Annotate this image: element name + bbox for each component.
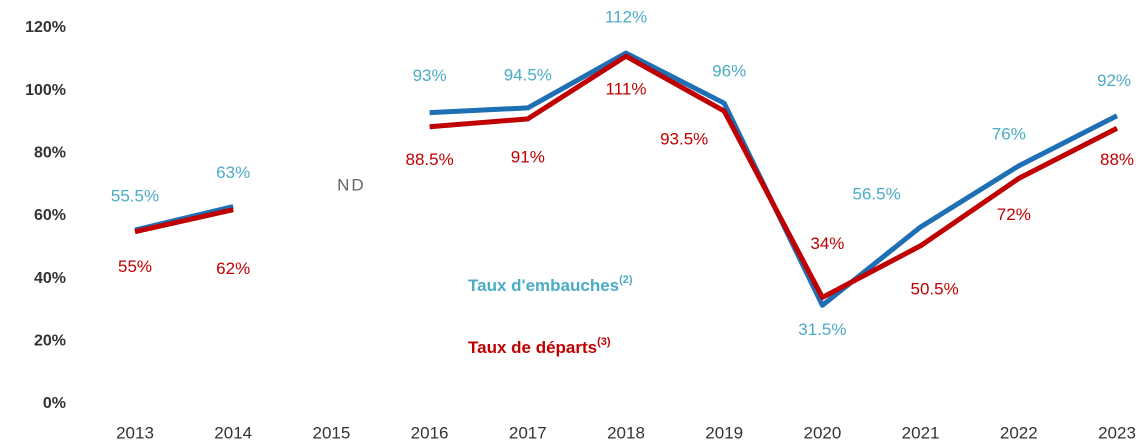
- y-tick-label: 60%: [34, 207, 66, 224]
- x-tick-label: 2022: [1000, 423, 1038, 442]
- y-tick-label: 120%: [25, 19, 66, 36]
- data-label: 55.5%: [111, 187, 159, 206]
- x-tick-label: 2021: [902, 423, 940, 442]
- y-tick-label: 0%: [43, 395, 66, 412]
- data-label: 88%: [1100, 150, 1134, 169]
- data-label: 93%: [413, 66, 447, 85]
- legend-label: Taux d'embauches(2): [468, 274, 633, 296]
- legend-name: Taux de départs: [468, 338, 597, 357]
- x-tick-label: 2014: [214, 423, 252, 442]
- data-label: 34%: [810, 234, 844, 253]
- data-label: 93.5%: [660, 130, 708, 149]
- x-tick-label: 2013: [116, 423, 154, 442]
- data-label: 62%: [216, 259, 250, 278]
- data-label: 31.5%: [798, 320, 846, 339]
- x-tick-label: 2016: [411, 423, 449, 442]
- line: [134, 207, 234, 235]
- data-label: 55%: [118, 257, 152, 276]
- data-label: 94.5%: [504, 65, 552, 84]
- y-tick-label: 40%: [34, 270, 66, 287]
- x-tick-label: 2018: [607, 423, 645, 442]
- line: [429, 53, 1119, 300]
- data-label: 50.5%: [910, 279, 958, 298]
- y-tick-label: 80%: [34, 145, 66, 162]
- data-label: 111%: [606, 80, 647, 99]
- legend-note: (2): [619, 274, 633, 286]
- x-tick-label: 2017: [509, 423, 547, 442]
- legend-label: Taux de départs(3): [468, 336, 611, 358]
- x-tick-label: 2015: [312, 423, 350, 442]
- y-tick-label: 100%: [25, 82, 66, 99]
- data-label: 56.5%: [852, 184, 900, 203]
- y-tick-label: 20%: [34, 333, 66, 350]
- data-label: 91%: [511, 147, 545, 166]
- data-label: 88.5%: [405, 150, 453, 169]
- data-label: 96%: [712, 62, 746, 81]
- data-label: 76%: [992, 124, 1026, 143]
- x-tick-label: 2023: [1098, 423, 1136, 442]
- data-label: 92%: [1097, 71, 1131, 90]
- legend-name: Taux d'embauches: [468, 276, 619, 295]
- x-tick-label: 2019: [705, 423, 743, 442]
- data-label: 63%: [216, 163, 250, 182]
- x-tick-label: 2020: [803, 423, 841, 442]
- data-label: 112%: [605, 8, 647, 27]
- data-label: 72%: [997, 205, 1031, 224]
- legend-note: (3): [597, 336, 611, 348]
- annotation: ND: [337, 175, 366, 194]
